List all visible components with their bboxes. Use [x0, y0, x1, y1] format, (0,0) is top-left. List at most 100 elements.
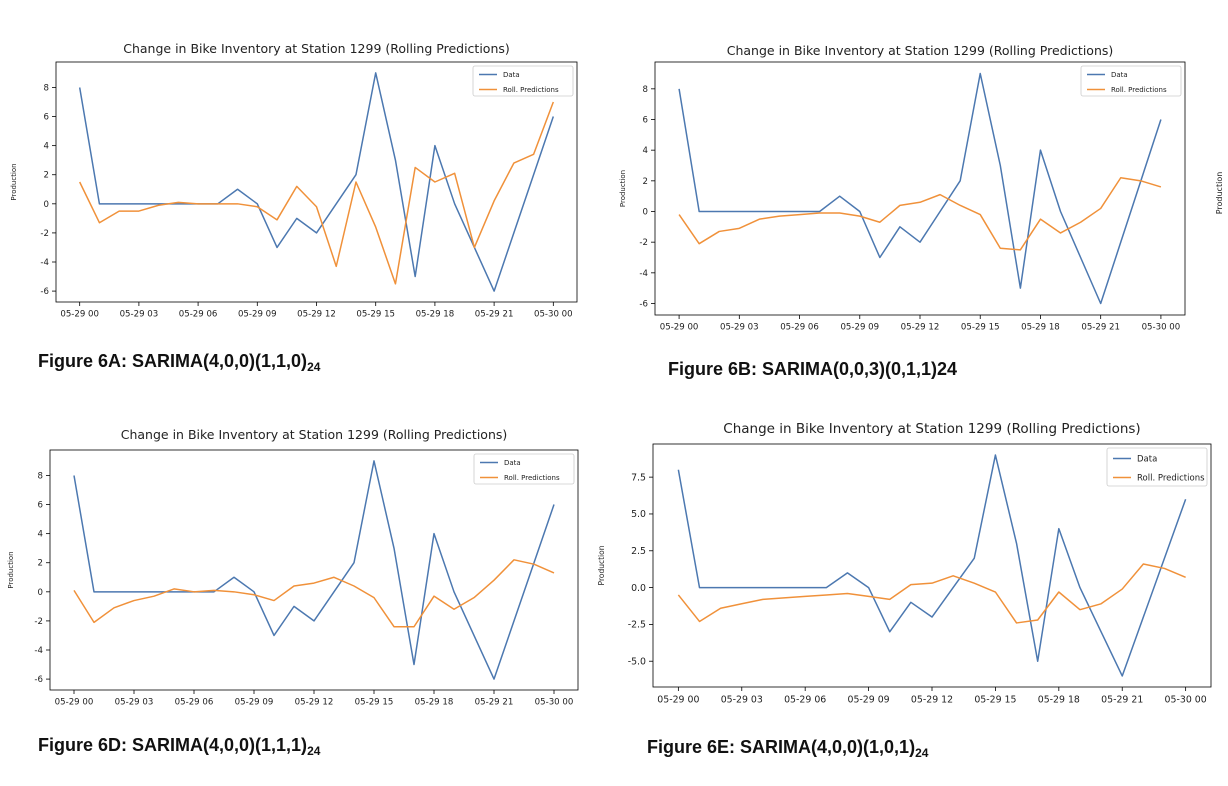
- y-axis-label: Production: [597, 545, 606, 585]
- y-tick-label: 6: [38, 501, 43, 511]
- y-tick-label: 0: [643, 208, 648, 218]
- x-tick-label: 05-29 03: [720, 323, 759, 333]
- legend-label: Roll. Predictions: [504, 474, 560, 482]
- series-line-roll-predictions: [73, 559, 555, 628]
- series-line-roll-predictions: [678, 177, 1162, 251]
- series-line-data: [78, 72, 555, 292]
- plot-frame: [654, 61, 1186, 316]
- y-tick-label: 5.0: [631, 509, 646, 520]
- y-tick-label: 8: [643, 85, 648, 95]
- legend-label: Data: [1137, 454, 1157, 464]
- y-axis-label: Production: [7, 551, 15, 588]
- y-tick-label: 7.5: [631, 472, 646, 483]
- caption-6a: Figure 6A: SARIMA(4,0,0)(1,1,0)24: [38, 351, 321, 374]
- x-tick-label: 05-29 12: [297, 310, 336, 320]
- y-tick-label: -6: [34, 675, 43, 685]
- y-tick-label: 4: [38, 530, 43, 540]
- caption-6d: Figure 6D: SARIMA(4,0,0)(1,1,1)24: [38, 735, 321, 758]
- y-tick-label: -2: [639, 238, 648, 248]
- chart-title: Change in Bike Inventory at Station 1299…: [727, 43, 1114, 58]
- x-tick-label: 05-29 15: [974, 694, 1016, 705]
- x-tick-label: 05-29 09: [235, 698, 274, 708]
- x-tick-label: 05-29 00: [55, 698, 94, 708]
- x-tick-label: 05-29 18: [1038, 694, 1080, 705]
- chart-title: Change in Bike Inventory at Station 1299…: [123, 41, 510, 56]
- legend-label: Roll. Predictions: [1137, 473, 1205, 483]
- x-tick-label: 05-29 06: [780, 323, 819, 333]
- y-tick-label: -2.5: [628, 620, 646, 631]
- x-tick-label: 05-29 09: [840, 323, 879, 333]
- x-tick-label: 05-29 21: [475, 310, 514, 320]
- plot-frame: [55, 61, 578, 303]
- y-tick-label: 6: [643, 116, 648, 126]
- x-tick-label: 05-29 18: [416, 310, 455, 320]
- x-tick-label: 05-29 03: [721, 694, 763, 705]
- legend-box: [473, 453, 575, 485]
- x-tick-label: 05-29 21: [475, 698, 514, 708]
- chart-6e: Change in Bike Inventory at Station 1299…: [597, 421, 1212, 705]
- x-tick-label: 05-29 09: [238, 310, 277, 320]
- y-tick-label: 2: [44, 171, 49, 181]
- series-line-data: [677, 454, 1187, 677]
- x-tick-label: 05-29 15: [355, 698, 394, 708]
- legend-box: [472, 65, 574, 97]
- y-tick-label: 2.5: [631, 546, 646, 557]
- y-tick-label: 4: [44, 142, 49, 152]
- legend-label: Roll. Predictions: [1111, 86, 1167, 94]
- chart-6a: Change in Bike Inventory at Station 1299…: [10, 41, 578, 320]
- x-tick-label: 05-29 06: [784, 694, 826, 705]
- y-tick-label: -5.0: [628, 657, 646, 668]
- x-tick-label: 05-30 00: [1165, 694, 1207, 705]
- x-tick-label: 05-29 12: [911, 694, 953, 705]
- x-tick-label: 05-29 03: [120, 310, 159, 320]
- x-tick-label: 05-29 00: [660, 323, 699, 333]
- x-tick-label: 05-29 15: [356, 310, 395, 320]
- legend-label: Roll. Predictions: [503, 86, 559, 94]
- legend-label: Data: [503, 71, 520, 79]
- y-tick-label: -6: [639, 300, 648, 310]
- plot-frame: [49, 449, 579, 691]
- x-tick-label: 05-29 00: [657, 694, 699, 705]
- legend-label: Data: [1111, 71, 1128, 79]
- chart-6d: Change in Bike Inventory at Station 1299…: [7, 427, 579, 708]
- x-tick-label: 05-29 18: [1021, 323, 1060, 333]
- caption-6b: Figure 6B: SARIMA(0,0,3)(0,1,1)24: [668, 359, 958, 379]
- cut-off-ylabel-text: Production: [1215, 172, 1224, 215]
- chart-panel-6a: Change in Bike Inventory at Station 1299…: [0, 40, 600, 340]
- legend-box: [1106, 447, 1208, 487]
- y-tick-label: 4: [643, 146, 648, 156]
- x-tick-label: 05-29 21: [1081, 323, 1120, 333]
- chart-6b: Change in Bike Inventory at Station 1299…: [619, 43, 1186, 333]
- y-tick-label: 8: [44, 83, 49, 93]
- y-tick-label: -4: [40, 258, 49, 268]
- y-tick-label: -2: [40, 229, 49, 239]
- y-tick-label: 0.0: [631, 583, 646, 594]
- chart-panel-6d: Change in Bike Inventory at Station 1299…: [0, 424, 600, 724]
- y-tick-label: 2: [643, 177, 648, 187]
- chart-panel-6e: Change in Bike Inventory at Station 1299…: [596, 418, 1221, 728]
- y-tick-label: 8: [38, 471, 43, 481]
- series-line-roll-predictions: [79, 101, 555, 285]
- y-tick-label: 0: [38, 588, 43, 598]
- x-tick-label: 05-29 12: [295, 698, 334, 708]
- caption-6e: Figure 6E: SARIMA(4,0,0)(1,0,1)24: [647, 737, 929, 760]
- series-line-roll-predictions: [677, 563, 1186, 624]
- x-tick-label: 05-29 12: [901, 323, 940, 333]
- y-tick-label: -2: [34, 617, 43, 627]
- x-tick-label: 05-30 00: [1142, 323, 1181, 333]
- legend-label: Data: [504, 459, 521, 467]
- y-tick-label: -6: [40, 287, 49, 297]
- series-line-data: [678, 72, 1162, 305]
- y-tick-label: -4: [639, 269, 648, 279]
- x-tick-label: 05-30 00: [535, 698, 574, 708]
- x-tick-label: 05-29 06: [179, 310, 218, 320]
- chart-title: Change in Bike Inventory at Station 1299…: [121, 427, 508, 442]
- cut-off-ylabel-fragment: Production: [1210, 168, 1226, 218]
- y-tick-label: 6: [44, 113, 49, 123]
- y-axis-label: Production: [10, 163, 18, 200]
- x-tick-label: 05-29 09: [848, 694, 890, 705]
- y-tick-label: 0: [44, 200, 49, 210]
- y-tick-label: -4: [34, 646, 43, 656]
- x-tick-label: 05-29 15: [961, 323, 1000, 333]
- series-line-data: [73, 460, 555, 680]
